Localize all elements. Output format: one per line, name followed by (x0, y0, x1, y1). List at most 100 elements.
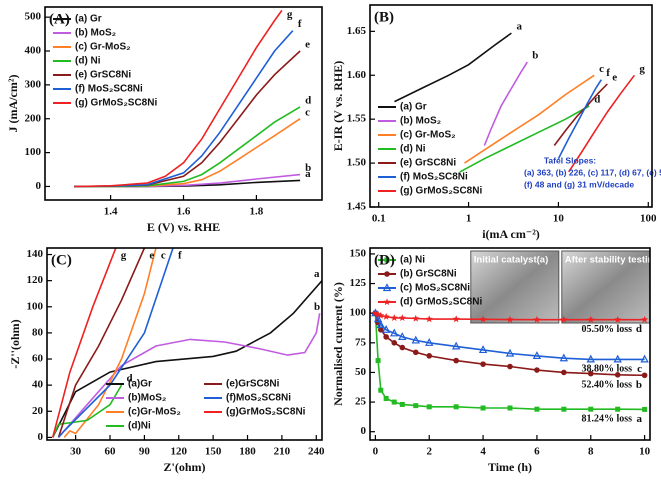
curve-label: c (305, 106, 310, 118)
series-line (374, 312, 645, 377)
marker (641, 315, 649, 323)
y-axis-label: Normalised current (%) (331, 282, 345, 406)
loss-annotation: 52.40% loss (581, 380, 632, 391)
marker (534, 406, 540, 412)
y-tick-label: 40 (32, 379, 44, 391)
x-tick-label: 6 (534, 446, 540, 458)
x-tick-label: 180 (239, 446, 256, 458)
marker (377, 311, 385, 319)
annotation: Tafel Slopes: (544, 155, 596, 165)
plot (74, 9, 301, 188)
marker (534, 367, 540, 373)
plot-frame (46, 247, 323, 441)
marker (390, 314, 398, 321)
legend-marker (384, 271, 390, 277)
marker (381, 325, 391, 333)
marker (480, 405, 486, 411)
legend-label: (a) Gr (75, 14, 102, 25)
x-tick-label: 4 (480, 446, 486, 458)
series-line (51, 248, 117, 438)
marker (559, 353, 569, 362)
legend-label: (g) GrMoS₂SC8Ni (75, 98, 157, 109)
curve-label: d (305, 94, 311, 106)
plot (371, 308, 649, 412)
marker (478, 345, 488, 354)
legend-label: (c)Gr-MoS₂ (128, 407, 181, 418)
y-tick-label: 100 (350, 307, 367, 319)
y-tick-label: 200 (25, 112, 42, 124)
marker (426, 353, 433, 359)
x-axis-label: Time (h) (488, 460, 532, 474)
marker (479, 315, 487, 323)
y-axis-label: -Z''(ohm) (8, 319, 22, 368)
legend-label: (a) Gr (400, 102, 427, 113)
curve-label: f (606, 67, 610, 79)
curve-label: a (637, 413, 643, 425)
marker (383, 396, 389, 402)
y-tick-label: 1.65 (347, 25, 367, 37)
curve-label: c (637, 363, 642, 375)
series-line (51, 280, 322, 438)
legend-label: (b) MoS₂ (400, 116, 441, 127)
marker (412, 349, 419, 356)
legend-label: (g)GrMoS₂SC8Ni (226, 407, 306, 418)
curve-label: e (612, 72, 617, 84)
legend-label: (f)MoS₂SC8Ni (226, 393, 291, 404)
series-line (57, 313, 321, 438)
curve-label: b (314, 301, 320, 313)
series-line (483, 61, 528, 146)
legend-label: (c) Gr-MoS₂ (400, 130, 456, 141)
x-tick-label: 1.8 (250, 206, 264, 218)
inset-photo (470, 250, 560, 324)
marker (390, 328, 399, 337)
curve-label: g (287, 9, 293, 21)
legend-label: (a)Gr (128, 379, 152, 390)
legend-label: (e) GrSC8Ni (400, 158, 456, 169)
plot (394, 32, 636, 173)
legend-label: (b) GrSC8Ni (400, 269, 457, 280)
curve-label: d (636, 323, 642, 335)
series-line (57, 248, 174, 438)
marker (641, 372, 648, 379)
curve-label: f (178, 250, 182, 262)
legend-label: (e)GrSC8Ni (226, 379, 280, 390)
x-axis-label: E (V) vs. RHE (147, 220, 220, 234)
legend-label: (d) Ni (400, 144, 426, 155)
series-line (568, 74, 636, 173)
x-tick-label: 60 (105, 446, 117, 458)
annotation: (a) 363, (b) 226, (c) 117, (d) 67, (e) 5… (524, 167, 661, 177)
marker (532, 351, 542, 359)
series-line (374, 313, 645, 411)
curve-label: d (126, 373, 132, 385)
marker (587, 315, 595, 323)
marker (453, 404, 459, 410)
marker (507, 363, 513, 370)
marker (451, 341, 461, 350)
y-tick-label: 60 (32, 353, 44, 365)
marker (391, 340, 398, 346)
marker (383, 334, 389, 340)
legend-label: (d)Ni (128, 421, 151, 432)
marker (480, 361, 486, 367)
curve-label: e (305, 39, 310, 51)
legend-label: (d) GrMoS₂SC8Ni (400, 297, 482, 308)
marker (452, 315, 460, 323)
marker (426, 404, 432, 410)
marker (505, 348, 515, 357)
curve-label: a (516, 21, 522, 33)
y-tick-label: 0 (36, 180, 42, 192)
y-axis-label: J (mA/cm²) (6, 75, 20, 133)
marker (398, 314, 406, 321)
marker (614, 315, 622, 323)
marker (375, 358, 381, 364)
curve-label: g (121, 250, 127, 262)
x-tick-label: 8 (588, 446, 594, 458)
legend-label: (d) Ni (75, 56, 101, 67)
y-tick-label: 1.55 (347, 113, 367, 125)
inset-photo (561, 250, 651, 324)
inset-label: Initial catalyst(a) (474, 255, 548, 266)
series-line (459, 105, 590, 173)
marker (560, 315, 568, 323)
x-tick-label: 210 (274, 446, 291, 458)
y-tick-label: 20 (32, 405, 44, 417)
